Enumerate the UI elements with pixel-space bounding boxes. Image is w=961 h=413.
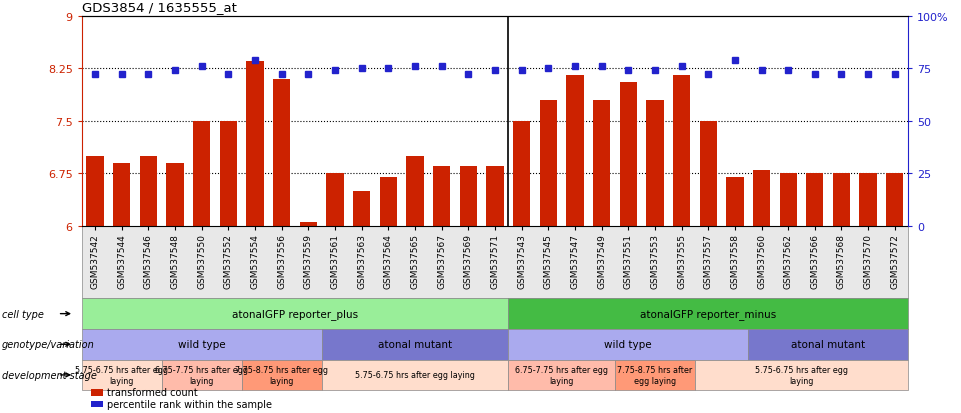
Bar (513, 121, 530, 226)
Text: 5.75-6.75 hrs after egg
laying: 5.75-6.75 hrs after egg laying (75, 366, 168, 385)
Bar (752, 171, 770, 226)
Bar (833, 174, 850, 226)
Text: atonal mutant: atonal mutant (378, 339, 452, 349)
Bar (327, 174, 344, 226)
Bar (646, 100, 663, 226)
Bar (380, 177, 397, 226)
Bar (139, 157, 157, 226)
Text: genotype/variation: genotype/variation (2, 339, 95, 349)
Bar (273, 79, 290, 226)
Bar (673, 76, 690, 226)
Text: GDS3854 / 1635555_at: GDS3854 / 1635555_at (82, 2, 236, 14)
Bar (593, 100, 610, 226)
Bar (539, 100, 557, 226)
Bar (246, 62, 263, 226)
Bar (859, 174, 876, 226)
Bar (86, 157, 104, 226)
Bar (566, 76, 583, 226)
Text: wild type: wild type (604, 339, 652, 349)
Text: atonal mutant: atonal mutant (791, 339, 865, 349)
Bar (806, 174, 824, 226)
Bar (886, 174, 903, 226)
Text: percentile rank within the sample: percentile rank within the sample (107, 399, 272, 409)
Bar (193, 121, 210, 226)
Bar (727, 177, 744, 226)
Bar (486, 167, 504, 226)
Bar (700, 121, 717, 226)
Text: cell type: cell type (2, 309, 44, 319)
Text: atonalGFP reporter_minus: atonalGFP reporter_minus (640, 309, 776, 319)
Bar (166, 164, 184, 226)
Text: development stage: development stage (2, 370, 97, 380)
Text: transformed count: transformed count (107, 387, 197, 397)
Bar (113, 164, 131, 226)
Bar (459, 167, 477, 226)
Bar (300, 223, 317, 226)
Text: 7.75-8.75 hrs after
egg laying: 7.75-8.75 hrs after egg laying (617, 366, 693, 385)
Bar (779, 174, 797, 226)
Bar (620, 83, 637, 226)
Text: wild type: wild type (178, 339, 226, 349)
Text: atonalGFP reporter_plus: atonalGFP reporter_plus (232, 309, 358, 319)
Text: 7.75-8.75 hrs after egg
laying: 7.75-8.75 hrs after egg laying (235, 366, 328, 385)
Bar (353, 191, 370, 226)
Text: 5.75-6.75 hrs after egg
laying: 5.75-6.75 hrs after egg laying (755, 366, 848, 385)
Text: 6.75-7.75 hrs after egg
laying: 6.75-7.75 hrs after egg laying (155, 366, 248, 385)
Bar (407, 157, 424, 226)
Bar (220, 121, 237, 226)
Text: 6.75-7.75 hrs after egg
laying: 6.75-7.75 hrs after egg laying (515, 366, 608, 385)
Text: 5.75-6.75 hrs after egg laying: 5.75-6.75 hrs after egg laying (355, 370, 475, 380)
Bar (432, 167, 451, 226)
